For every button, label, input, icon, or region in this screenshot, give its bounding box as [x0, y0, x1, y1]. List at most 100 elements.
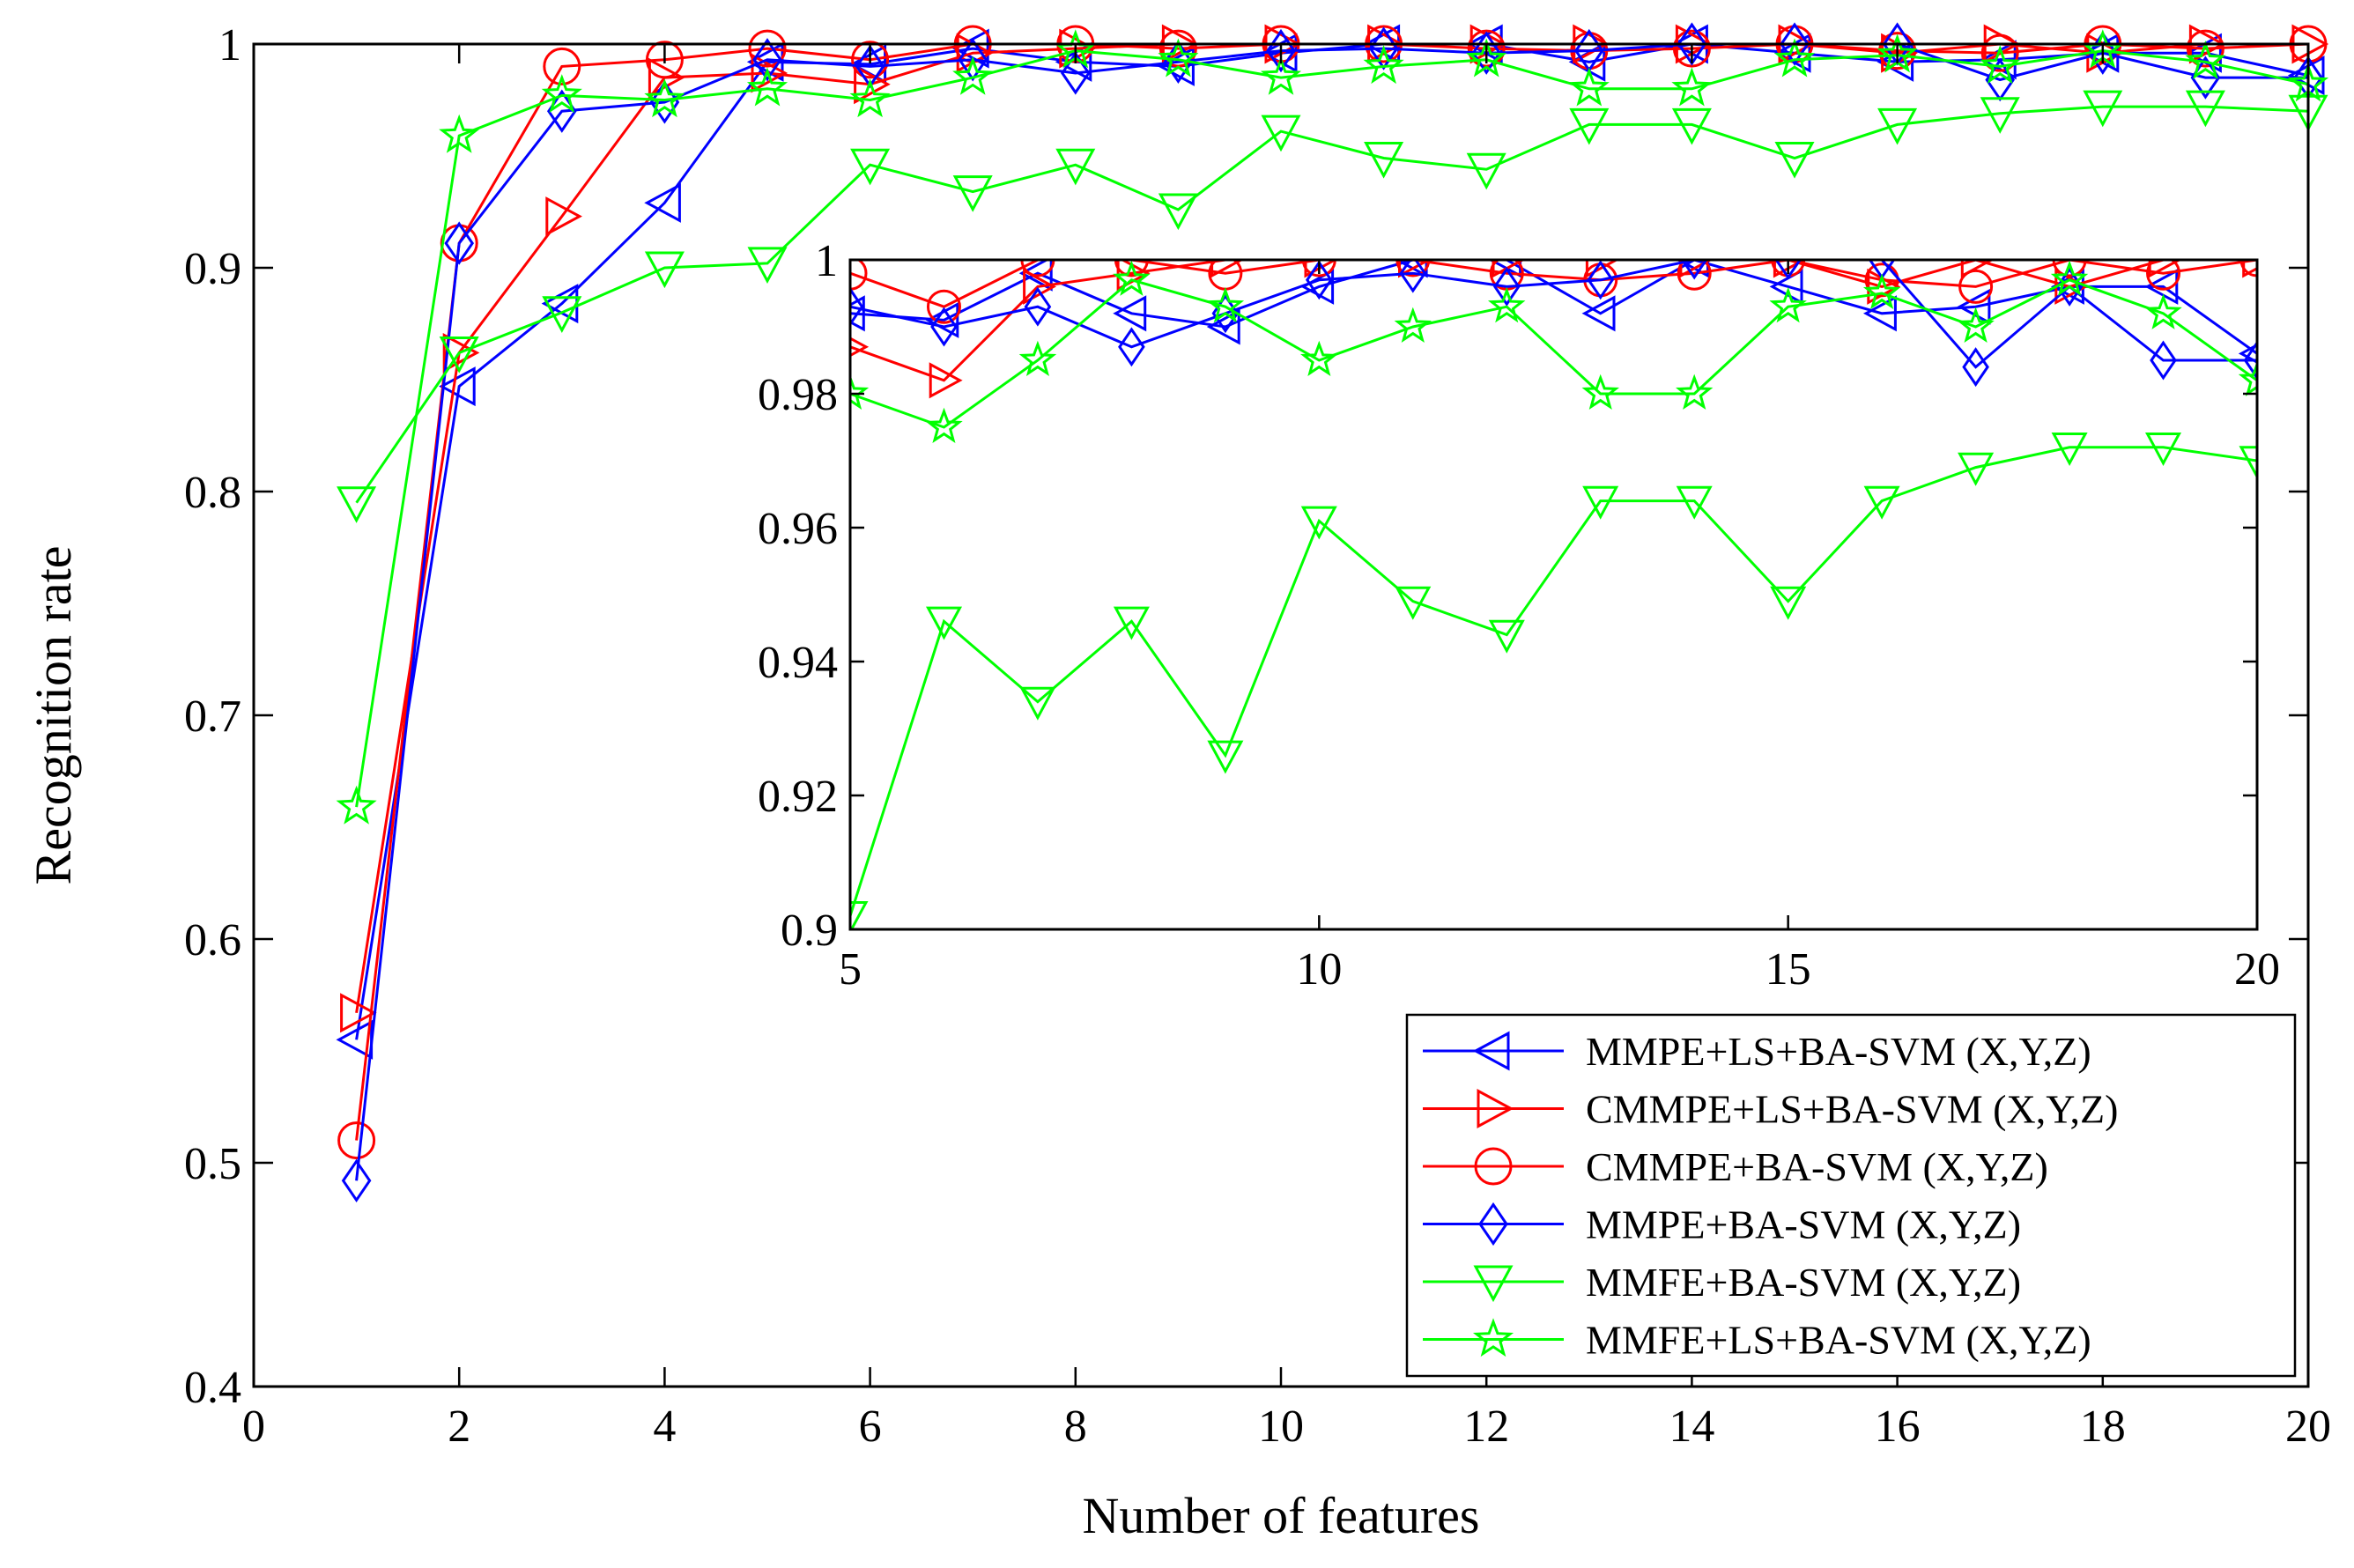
inset-point-5-2 — [925, 606, 963, 640]
inset-point-5-8 — [1488, 619, 1525, 654]
main-point-3-1 — [337, 1121, 376, 1160]
main-x-tick-label: 16 — [1875, 1402, 1921, 1452]
main-x-tick-label: 2 — [448, 1402, 470, 1452]
main-point-5-13 — [1569, 107, 1610, 145]
inset-point-6-14 — [2050, 260, 2089, 296]
legend-entry-2: CMMPE+LS+BA-SVM (X,Y,Z) — [1423, 1087, 2118, 1132]
main-point-3-5 — [748, 29, 787, 68]
inset-series-line-4 — [850, 260, 2257, 369]
inset-point-2-5 — [1210, 260, 1245, 278]
inset-axes-frame — [848, 258, 2259, 931]
main-point-6-1 — [336, 785, 377, 825]
inset-y-tick-label: 0.98 — [758, 370, 838, 420]
inset-point-1-4 — [1113, 295, 1147, 332]
inset-point-3-13 — [1958, 269, 1994, 304]
main-point-6-15 — [1773, 38, 1816, 78]
inset-point-4-7 — [1399, 260, 1427, 293]
main-point-5-16 — [1877, 107, 1918, 145]
inset-point-5-10 — [1676, 485, 1713, 520]
main-point-5-4 — [644, 251, 685, 289]
inset-point-3-4 — [1114, 260, 1149, 277]
main-point-4-8 — [1060, 51, 1091, 95]
main-point-5-14 — [1671, 107, 1712, 145]
main-point-6-13 — [1568, 67, 1610, 107]
inset-x-tick-label: 10 — [1296, 944, 1342, 995]
main-point-5-10 — [1261, 115, 1301, 152]
legend-box — [1405, 1013, 2297, 1378]
inset-point-1-5 — [1206, 308, 1240, 345]
inset-point-4-4 — [1118, 327, 1145, 367]
inset-point-6-13 — [1957, 307, 1995, 344]
main-point-2-6 — [854, 64, 891, 105]
main-point-5-9 — [1158, 193, 1198, 231]
main-x-tick-label: 20 — [2285, 1402, 2331, 1452]
inset-point-4-3 — [1024, 286, 1052, 327]
inset-point-6-15 — [2144, 293, 2182, 329]
inset-series-6 — [850, 260, 2257, 444]
inset-point-3-7 — [1395, 260, 1431, 277]
main-point-6-17 — [1980, 45, 2021, 85]
x-axis-title: Number of features — [1083, 1487, 1480, 1544]
inset-y-tick-label: 0.92 — [758, 772, 838, 822]
inset-series-line-1 — [850, 260, 2257, 355]
inset-point-2-9 — [1585, 260, 1619, 278]
main-point-5-1 — [337, 486, 377, 523]
main-point-5-11 — [1364, 142, 1404, 179]
legend-label-2: CMMPE+LS+BA-SVM (X,Y,Z) — [1586, 1087, 2118, 1132]
main-point-6-19 — [2185, 40, 2226, 79]
main-point-5-15 — [1774, 142, 1815, 179]
inset-point-6-8 — [1487, 286, 1526, 323]
inset-x-tick-label: 15 — [1766, 944, 1811, 995]
main-x-tick-label: 4 — [653, 1402, 676, 1452]
inset-point-4-15 — [2150, 340, 2177, 381]
main-point-3-17 — [1980, 33, 2019, 72]
inset-point-1-12 — [1862, 295, 1897, 332]
main-point-5-17 — [1980, 97, 2020, 134]
legend: MMPE+LS+BA-SVM (X,Y,Z) CMMPE+LS+BA-SVM (X… — [1405, 1013, 2297, 1378]
inset-point-5-13 — [1958, 452, 1995, 486]
inset-point-5-1 — [850, 901, 869, 929]
inset-point-5-7 — [1395, 586, 1432, 620]
main-point-5-5 — [747, 247, 788, 285]
main-point-6-4 — [644, 78, 685, 118]
main-x-tick-label: 10 — [1258, 1402, 1304, 1452]
legend-label-1: MMPE+LS+BA-SVM (X,Y,Z) — [1586, 1029, 2091, 1074]
inset-point-6-12 — [1862, 273, 1901, 310]
main-y-tick-label: 0.9 — [184, 244, 241, 294]
legend-marker-1 — [1472, 1031, 1510, 1071]
inset-point-3-15 — [2146, 260, 2181, 291]
inset-point-2-10 — [1679, 260, 1714, 278]
inset-ticks: 5 10 15 20 0.9 0.92 0.94 0.96 0.98 1 — [758, 236, 2280, 995]
inset-series-line-5 — [850, 446, 2257, 917]
main-point-3-19 — [2186, 29, 2224, 68]
inset-y-tick-label: 0.94 — [758, 638, 838, 688]
main-point-1-2 — [439, 366, 476, 407]
inset-point-2-11 — [1773, 260, 1807, 278]
inset-point-6-7 — [1394, 307, 1432, 344]
main-point-5-8 — [1055, 148, 1096, 186]
inset-x-tick-label: 20 — [2234, 944, 2280, 995]
inset-point-4-1 — [850, 286, 864, 327]
inset-point-6-3 — [1018, 340, 1057, 377]
inset-point-6-9 — [1581, 374, 1620, 410]
inset-point-4-2 — [930, 307, 958, 347]
inset-point-4-10 — [1680, 260, 1708, 280]
inset-point-6-16 — [2238, 360, 2257, 396]
inset-point-3-14 — [2052, 260, 2087, 277]
main-y-tick-label: 0.8 — [184, 468, 241, 518]
legend-label-5: MMFE+BA-SVM (X,Y,Z) — [1586, 1260, 2021, 1305]
inset-point-2-2 — [929, 362, 963, 399]
inset-point-2-6 — [1304, 260, 1338, 278]
inset-point-6-11 — [1769, 286, 1807, 323]
main-point-3-14 — [1672, 29, 1711, 68]
main-series-5 — [337, 90, 2328, 523]
inset-plot: 5 10 15 20 0.9 0.92 0.94 0.96 0.98 1 — [758, 236, 2280, 995]
main-point-2-5 — [751, 53, 788, 93]
inset-point-1-1 — [850, 295, 865, 332]
inset-point-5-6 — [1300, 506, 1337, 540]
main-point-3-4 — [645, 41, 684, 79]
legend-label-4: MMPE+BA-SVM (X,Y,Z) — [1586, 1202, 2021, 1247]
inset-point-5-16 — [2239, 446, 2257, 480]
legend-marker-3 — [1474, 1147, 1513, 1186]
inset-x-tick-label: 5 — [839, 944, 862, 995]
